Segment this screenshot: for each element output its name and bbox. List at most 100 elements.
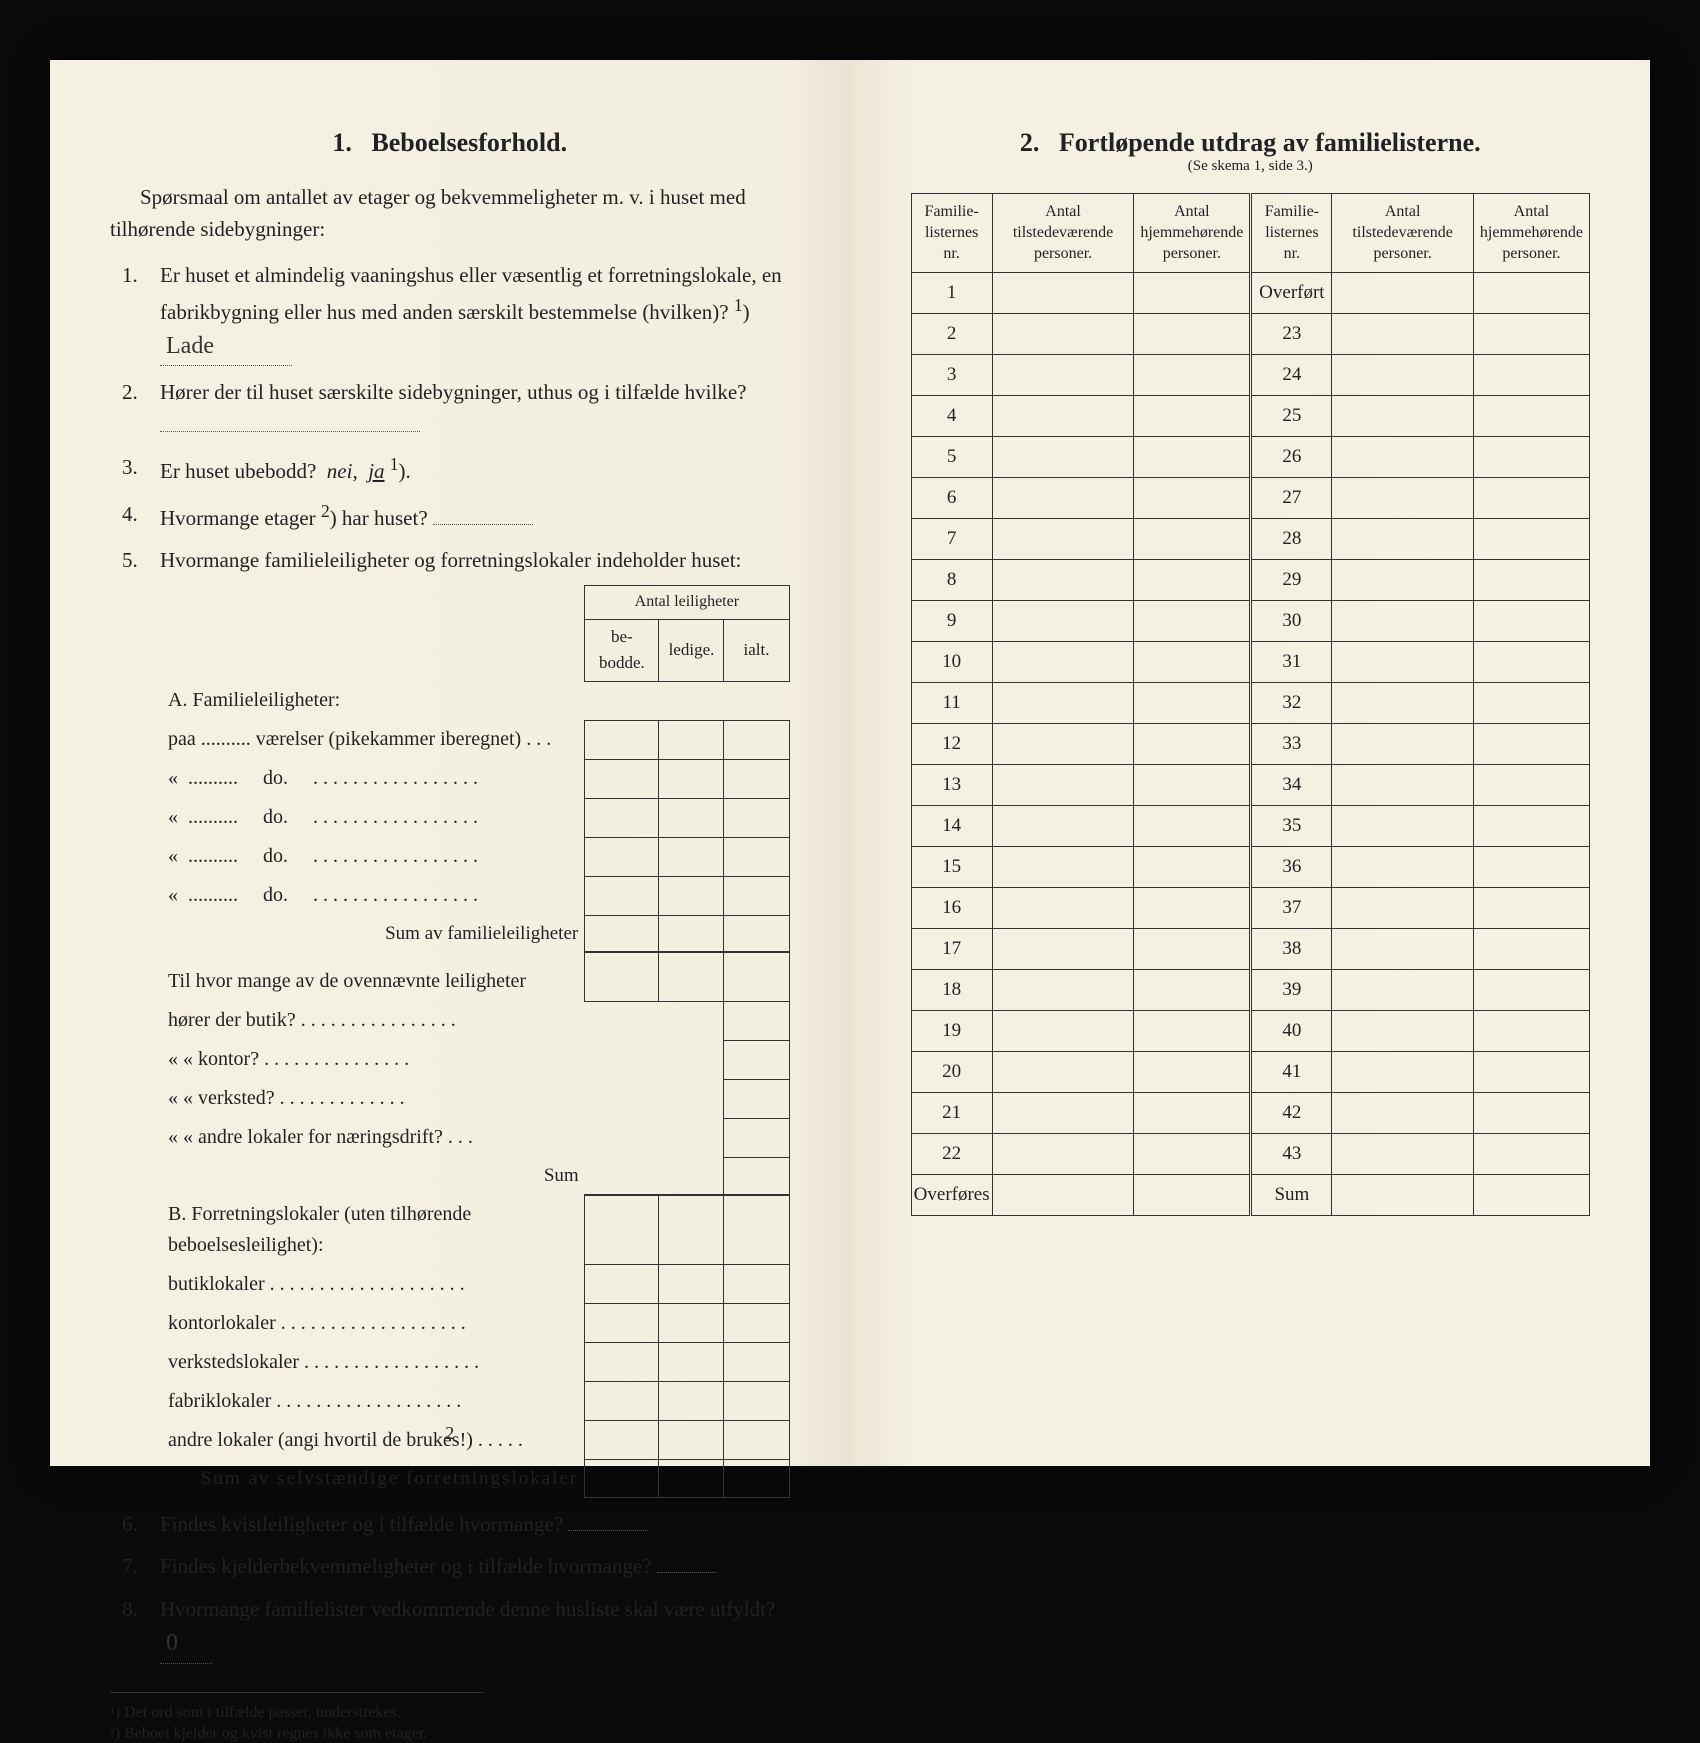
family-tbody: 1Overført2233244255266277288299301031113… — [911, 273, 1590, 1216]
row-num-left: 3 — [911, 355, 992, 396]
cell — [992, 1011, 1134, 1052]
cell — [1332, 806, 1474, 847]
cell — [1473, 314, 1589, 355]
q8-number: 8. — [122, 1593, 138, 1626]
q3-nei: nei, — [327, 459, 358, 483]
q1-text: Er huset et almindelig vaaningshus eller… — [160, 263, 782, 324]
B-row-2: kontorlokaler . . . . . . . . . . . . . … — [160, 1304, 585, 1343]
row-num-right: 24 — [1251, 355, 1332, 396]
A-row-1: paa .......... værelser (pikekammer iber… — [160, 720, 585, 759]
cell — [992, 929, 1134, 970]
B-row-4: fabriklokaler . . . . . . . . . . . . . … — [160, 1382, 585, 1421]
cell — [1473, 1011, 1589, 1052]
row-num-left: 11 — [911, 683, 992, 724]
table-row: 3 24 — [911, 355, 1590, 396]
cell — [992, 1134, 1134, 1175]
q8-handwritten-answer: 0 — [160, 1625, 212, 1663]
question-2: 2. Hører der til huset særskilte sidebyg… — [160, 376, 790, 441]
A-mid-intro: Til hvor mange av de ovennævnte leilighe… — [160, 952, 585, 1001]
cell — [1134, 1134, 1251, 1175]
cell — [1134, 847, 1251, 888]
row-num-left: 2 — [911, 314, 992, 355]
cell — [1332, 642, 1474, 683]
q1-handwritten-answer: Lade — [160, 328, 292, 366]
row-num-left: 14 — [911, 806, 992, 847]
cell — [992, 355, 1134, 396]
table-row: 2243 — [911, 1134, 1590, 1175]
table-row: 1940 — [911, 1011, 1590, 1052]
table-row: 627 — [911, 478, 1590, 519]
q4-blank — [433, 524, 533, 525]
row-num-right: Overført — [1251, 273, 1332, 314]
page-left: 1. Beboelsesforhold. Spørsmaal om antall… — [50, 60, 851, 1466]
table-row: 5 26 — [911, 437, 1590, 478]
row-num-left: 15 — [911, 847, 992, 888]
cell — [1473, 724, 1589, 765]
cell — [1134, 314, 1251, 355]
row-num-right: 39 — [1251, 970, 1332, 1011]
cell — [1473, 1052, 1589, 1093]
cell — [1473, 601, 1589, 642]
cell — [992, 1093, 1134, 1134]
cell — [1332, 929, 1474, 970]
table-row: 2 23 — [911, 314, 1590, 355]
table-row: 14 35 — [911, 806, 1590, 847]
cell — [1332, 437, 1474, 478]
cell — [992, 314, 1134, 355]
question-1: 1. Er huset et almindelig vaaningshus el… — [160, 259, 790, 366]
col-a2: Familie-listernes nr. — [1251, 194, 1332, 273]
question-6: 6. Findes kvistleiligheter og i tilfælde… — [160, 1508, 790, 1541]
question-list: 1. Er huset et almindelig vaaningshus el… — [110, 259, 790, 1664]
row-num-left: 5 — [911, 437, 992, 478]
intro-paragraph: Spørsmaal om antallet av etager og bekve… — [110, 182, 790, 245]
row-num-right: 26 — [1251, 437, 1332, 478]
q1-number: 1. — [122, 259, 138, 292]
family-list-table: Familie-listernes nr. Antal tilstedevære… — [911, 193, 1591, 1216]
cell — [1134, 929, 1251, 970]
cell — [1473, 478, 1589, 519]
row-num-left: 9 — [911, 601, 992, 642]
row-num-right: 27 — [1251, 478, 1332, 519]
cell — [1332, 601, 1474, 642]
q5-number: 5. — [122, 544, 138, 577]
row-num-left: 20 — [911, 1052, 992, 1093]
table-row: 1Overført — [911, 273, 1590, 314]
cell — [992, 396, 1134, 437]
row-num-right: 33 — [1251, 724, 1332, 765]
table-row: 829 — [911, 560, 1590, 601]
cell — [1134, 724, 1251, 765]
table-row: 4 25 — [911, 396, 1590, 437]
table-row: 1233 — [911, 724, 1590, 765]
row-num-right: 23 — [1251, 314, 1332, 355]
section-1-heading: Beboelsesforhold. — [371, 128, 567, 157]
scan-frame: 1. Beboelsesforhold. Spørsmaal om antall… — [0, 0, 1700, 1536]
cell — [1332, 1093, 1474, 1134]
row-num-left: 4 — [911, 396, 992, 437]
A-mid-3: « « verksted? . . . . . . . . . . . . . — [160, 1079, 585, 1118]
cell — [1332, 273, 1474, 314]
cell — [1134, 519, 1251, 560]
cell — [992, 601, 1134, 642]
cell — [1473, 1134, 1589, 1175]
A-row-do-4: « .......... do. . . . . . . . . . . . .… — [160, 876, 585, 915]
section-A-title: A. Familieleiligheter: — [160, 681, 585, 720]
cell — [1134, 478, 1251, 519]
cell — [1473, 519, 1589, 560]
cell — [1332, 1011, 1474, 1052]
row-num-right: 35 — [1251, 806, 1332, 847]
table-row: 1536 — [911, 847, 1590, 888]
cell — [1332, 560, 1474, 601]
col-b2: Antal tilstedeværende personer. — [1332, 194, 1474, 273]
table-row: 1031 — [911, 642, 1590, 683]
cell — [992, 847, 1134, 888]
table-row: 2041 — [911, 1052, 1590, 1093]
row-num-right: 25 — [1251, 396, 1332, 437]
row-num-left: 8 — [911, 560, 992, 601]
footnote-2: ²) Beboet kjelder og kvist regnes ikke s… — [110, 1725, 484, 1743]
question-5: 5. Hvormange familieleiligheter og forre… — [160, 544, 790, 1497]
cell — [1134, 355, 1251, 396]
cell — [1332, 355, 1474, 396]
cell — [1473, 355, 1589, 396]
row-num-right: 30 — [1251, 601, 1332, 642]
cell — [1332, 888, 1474, 929]
